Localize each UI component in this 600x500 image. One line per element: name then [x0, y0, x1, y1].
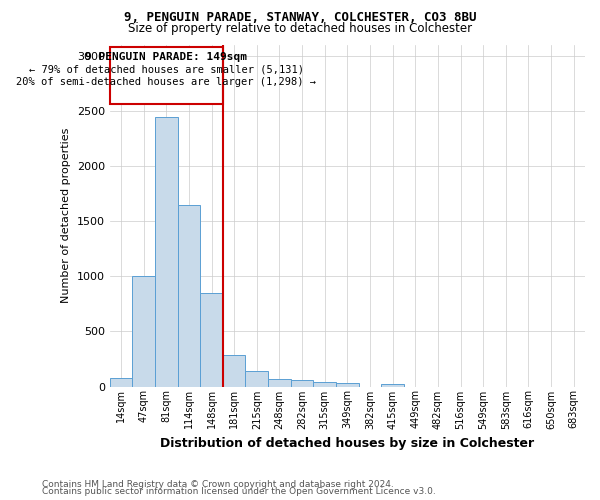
Text: ← 79% of detached houses are smaller (5,131): ← 79% of detached houses are smaller (5,… — [29, 65, 304, 75]
Bar — [200, 293, 223, 386]
Bar — [178, 204, 200, 386]
Text: 9, PENGUIN PARADE, STANWAY, COLCHESTER, CO3 8BU: 9, PENGUIN PARADE, STANWAY, COLCHESTER, … — [124, 11, 476, 24]
Bar — [155, 116, 178, 386]
Text: Contains HM Land Registry data © Crown copyright and database right 2024.: Contains HM Land Registry data © Crown c… — [42, 480, 394, 489]
Bar — [336, 383, 359, 386]
Bar — [245, 370, 268, 386]
Bar — [132, 276, 155, 386]
Text: 20% of semi-detached houses are larger (1,298) →: 20% of semi-detached houses are larger (… — [16, 77, 316, 87]
Bar — [268, 380, 291, 386]
Y-axis label: Number of detached properties: Number of detached properties — [61, 128, 71, 304]
Bar — [110, 378, 132, 386]
FancyBboxPatch shape — [110, 47, 223, 104]
Text: 9 PENGUIN PARADE: 149sqm: 9 PENGUIN PARADE: 149sqm — [85, 52, 247, 62]
Text: Size of property relative to detached houses in Colchester: Size of property relative to detached ho… — [128, 22, 472, 35]
Bar — [381, 384, 404, 386]
Bar — [291, 380, 313, 386]
X-axis label: Distribution of detached houses by size in Colchester: Distribution of detached houses by size … — [160, 437, 535, 450]
Bar — [313, 382, 336, 386]
Bar — [223, 354, 245, 386]
Text: Contains public sector information licensed under the Open Government Licence v3: Contains public sector information licen… — [42, 488, 436, 496]
